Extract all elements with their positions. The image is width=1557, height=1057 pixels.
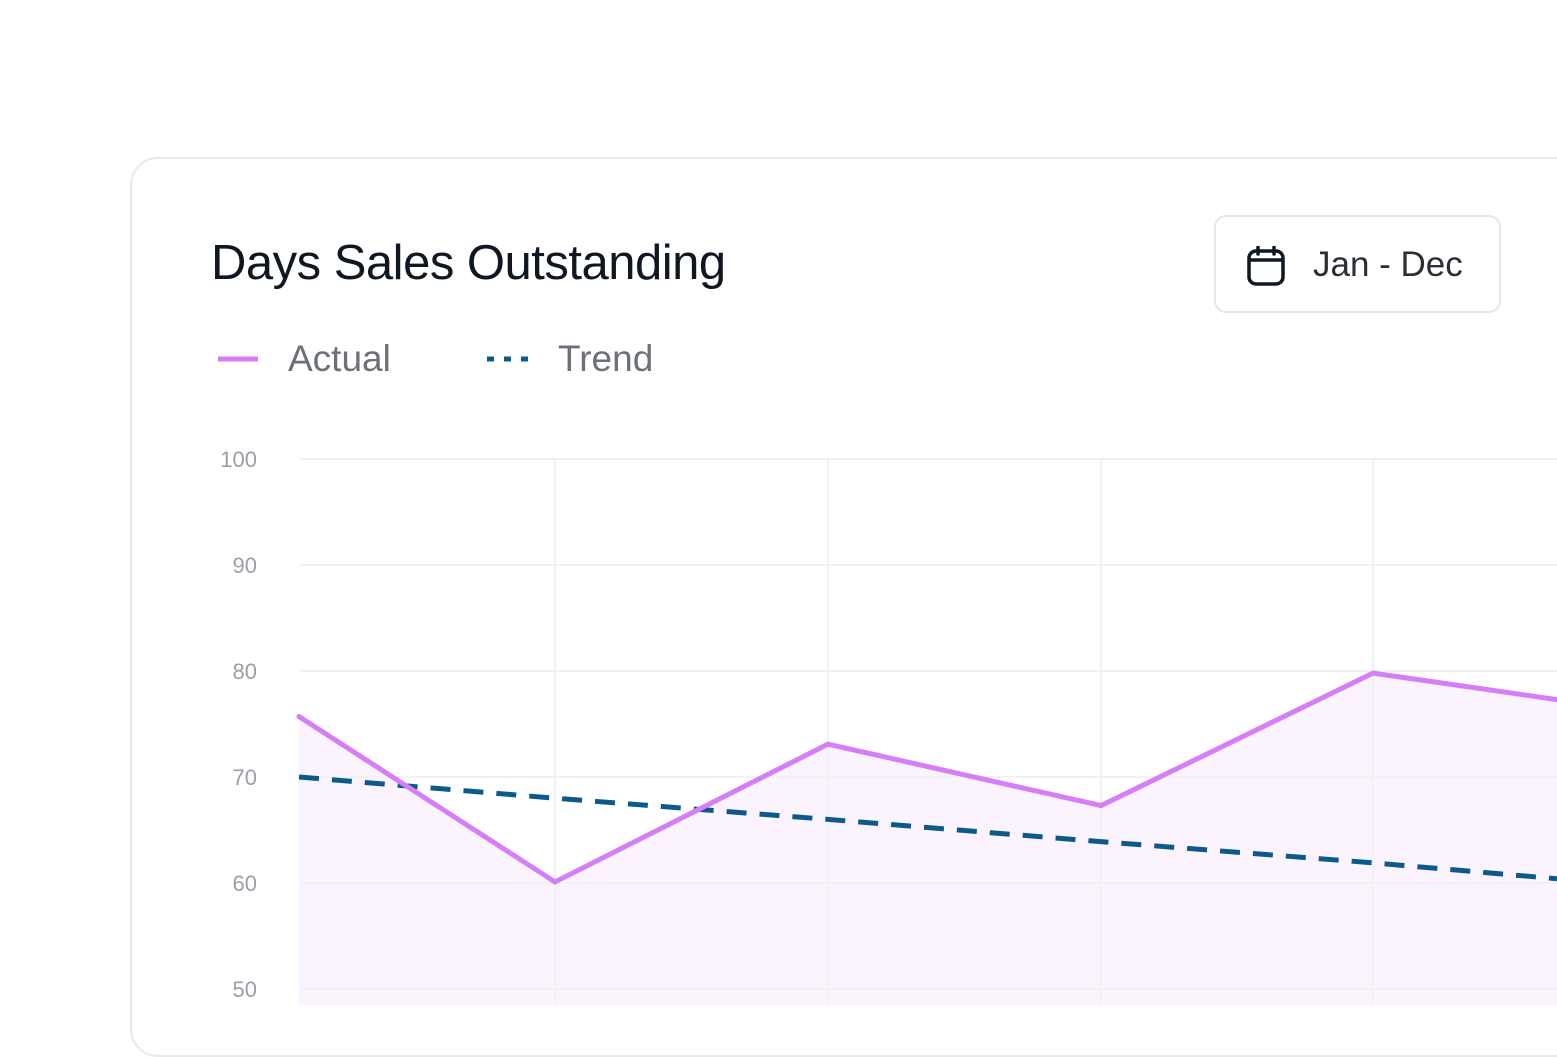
- y-tick-label-70: 70: [233, 765, 257, 790]
- y-tick-label-80: 80: [233, 659, 257, 684]
- y-tick-label-90: 90: [233, 553, 257, 578]
- y-tick-label-60: 60: [233, 871, 257, 896]
- actual-point-4: [1099, 803, 1104, 808]
- y-tick-label-100: 100: [220, 447, 257, 472]
- actual-point-2: [553, 879, 558, 884]
- line-chart: 100 90 80 70 60 50: [0, 0, 1557, 1005]
- actual-point-3: [826, 742, 831, 747]
- actual-point-1: [297, 714, 302, 719]
- actual-point-5: [1371, 671, 1376, 676]
- y-tick-label-50: 50: [233, 977, 257, 1002]
